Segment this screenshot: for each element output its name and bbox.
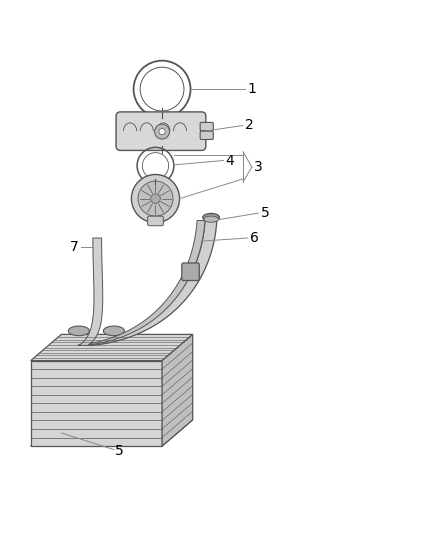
Polygon shape	[78, 221, 205, 345]
Ellipse shape	[68, 326, 89, 336]
FancyBboxPatch shape	[148, 216, 163, 226]
Polygon shape	[79, 238, 103, 345]
Polygon shape	[31, 420, 193, 446]
Polygon shape	[31, 361, 162, 446]
Text: 1: 1	[247, 82, 256, 96]
Polygon shape	[81, 221, 217, 345]
Circle shape	[138, 181, 173, 216]
Text: 4: 4	[226, 154, 234, 167]
Circle shape	[155, 124, 170, 139]
Text: 7: 7	[70, 240, 79, 254]
Text: 6: 6	[250, 231, 258, 245]
Circle shape	[131, 174, 180, 223]
Polygon shape	[162, 334, 193, 446]
Text: 3: 3	[254, 160, 263, 174]
FancyBboxPatch shape	[182, 263, 199, 280]
Ellipse shape	[103, 326, 124, 336]
Circle shape	[151, 194, 160, 204]
FancyBboxPatch shape	[116, 112, 206, 150]
FancyBboxPatch shape	[200, 131, 213, 140]
Ellipse shape	[203, 214, 219, 221]
Circle shape	[159, 128, 165, 135]
Text: 5: 5	[115, 444, 124, 458]
Text: 2: 2	[245, 118, 254, 133]
Polygon shape	[31, 334, 193, 361]
FancyBboxPatch shape	[200, 123, 213, 131]
Text: 5: 5	[261, 206, 269, 220]
Ellipse shape	[204, 216, 219, 222]
